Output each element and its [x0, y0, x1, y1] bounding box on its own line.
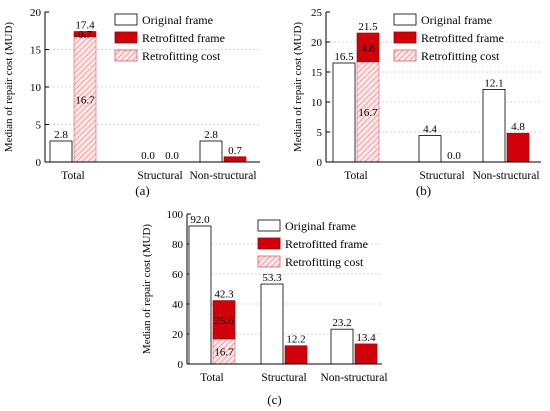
bar-retrofitted-frame	[284, 345, 308, 365]
data-label-original: 2.8	[204, 129, 218, 141]
data-label-retrofitting-cost: 16.7	[214, 346, 234, 358]
data-label-original: 4.4	[423, 124, 437, 136]
bar-retrofitted-frame	[354, 343, 378, 365]
panel-label: (b)	[416, 183, 431, 198]
bar-original-frame	[482, 89, 506, 163]
legend: Original frame Retrofitted frame Retrofitt…	[393, 13, 504, 63]
data-label-original: 92.0	[190, 214, 210, 226]
legend-retrofitting-cost-swatch	[393, 49, 417, 62]
bar-original-frame	[418, 135, 442, 163]
data-label-retrofitted-total: 21.5	[358, 21, 378, 33]
legend: Original frame Retrofitted frame Retrofitt…	[257, 219, 368, 269]
bar-original-frame	[330, 328, 354, 365]
bar-original-frame	[188, 225, 212, 365]
data-label-original: 53.3	[262, 272, 282, 284]
legend-retrofitted-frame-label: Retrofitted frame	[421, 31, 504, 45]
bar-original-frame	[199, 140, 223, 163]
data-label-retrofitted-total: 4.8	[511, 121, 525, 133]
data-label-original: 16.5	[334, 51, 354, 63]
legend-retrofitting-cost-label: Retrofitting cost	[285, 255, 364, 269]
legend-retrofitting-cost-swatch	[114, 49, 138, 62]
data-label-retrofitted-total: 0.0	[447, 150, 461, 162]
data-label-retrofitted-total: 12.2	[286, 334, 305, 346]
x-category-label: Structural	[261, 372, 306, 384]
data-label-original: 12.1	[484, 77, 503, 89]
y-axis-label: Median of repair cost (MUD)	[292, 22, 304, 152]
y-axis-label: Median of repair cost (MUD)	[3, 22, 15, 152]
x-category-label: Non-structural	[320, 372, 387, 384]
data-label-retrofitting-cost: 16.7	[75, 94, 95, 106]
x-category-label: Structural	[137, 170, 182, 182]
legend-original-frame-label: Original frame	[421, 13, 492, 27]
y-tick-label: 15	[311, 67, 323, 79]
data-label-retrofitted-total: 17.4	[75, 20, 95, 32]
chart-panel-3: 0 20 40 60 80 100 92.0 42.3 25.6 16.7 Total 53.3 12.…	[141, 209, 388, 407]
data-label-retrofitted-total: 42.3	[214, 289, 234, 301]
legend-retrofitted-frame-swatch	[114, 31, 138, 44]
y-tick-label: 10	[30, 82, 42, 94]
legend-original-frame-swatch	[257, 219, 281, 232]
bar-original-frame	[332, 62, 356, 163]
y-axis-label: Median of repair cost (MUD)	[141, 224, 153, 354]
legend-original-frame-label: Original frame	[285, 219, 356, 233]
y-tick-label: 25	[311, 7, 323, 19]
y-tick-label: 100	[167, 209, 184, 221]
chart-panel-2: 0 5 10 15 20 25 16.5 21.5 4.8 16.7 Total 4.4 0.0 Stru…	[292, 7, 541, 198]
legend-original-frame-swatch	[393, 13, 417, 26]
data-label-retrofitted-frame: 4.8	[361, 42, 375, 54]
data-label-retrofitted-total: 13.4	[356, 332, 376, 344]
legend: Original frame Retrofitted frame Retrofitt…	[114, 13, 225, 63]
x-category-label: Total	[61, 170, 84, 182]
bar-original-frame	[49, 140, 73, 163]
y-tick-label: 60	[172, 269, 184, 281]
data-label-retrofitted-frame: 25.6	[214, 315, 234, 327]
y-tick-label: 20	[172, 329, 184, 341]
legend-retrofitting-cost-label: Retrofitting cost	[421, 49, 500, 63]
legend-retrofitted-frame-label: Retrofitted frame	[142, 31, 225, 45]
bar-retrofitted-frame	[356, 32, 380, 63]
legend-retrofitting-cost-label: Retrofitting cost	[142, 49, 221, 63]
x-category-label: Structural	[419, 170, 464, 182]
y-tick-label: 5	[317, 127, 323, 139]
legend-retrofitted-frame-swatch	[393, 31, 417, 44]
y-tick-label: 80	[172, 239, 184, 251]
y-tick-label: 40	[172, 299, 184, 311]
y-tick-label: 0	[317, 157, 323, 169]
bar-original-frame	[260, 283, 284, 365]
bar-retrofitted-frame	[73, 31, 97, 38]
y-tick-label: 0	[178, 359, 184, 371]
panel-label: (c)	[267, 392, 281, 407]
y-tick-label: 20	[30, 7, 42, 19]
data-label-retrofitting-cost: 16.7	[358, 107, 378, 119]
data-label-retrofitted-frame: 0.7	[78, 29, 92, 41]
y-tick-label: 0	[36, 157, 42, 169]
x-category-label: Non-structural	[189, 170, 256, 182]
x-category-label: Total	[344, 170, 367, 182]
data-label-retrofitted-total: 0.0	[165, 150, 179, 162]
data-label-original: 0.0	[141, 150, 155, 162]
bar-retrofitted-frame	[212, 300, 236, 340]
data-label-retrofitted-total: 0.7	[228, 145, 242, 157]
panel-label: (a)	[135, 183, 149, 198]
y-tick-label: 15	[30, 45, 42, 57]
x-category-label: Total	[200, 372, 223, 384]
x-category-label: Non-structural	[472, 170, 539, 182]
legend-original-frame-swatch	[114, 13, 138, 26]
legend-retrofitted-frame-label: Retrofitted frame	[285, 237, 368, 251]
y-tick-label: 5	[36, 120, 42, 132]
data-label-original: 2.8	[54, 129, 68, 141]
legend-retrofitting-cost-swatch	[257, 255, 281, 268]
y-tick-label: 10	[311, 97, 323, 109]
bar-retrofitted-frame	[506, 132, 530, 163]
bar-retrofitted-frame	[223, 156, 247, 163]
y-tick-label: 20	[311, 37, 323, 49]
legend-retrofitted-frame-swatch	[257, 237, 281, 250]
legend-original-frame-label: Original frame	[142, 13, 213, 27]
data-label-original: 23.2	[332, 317, 351, 329]
